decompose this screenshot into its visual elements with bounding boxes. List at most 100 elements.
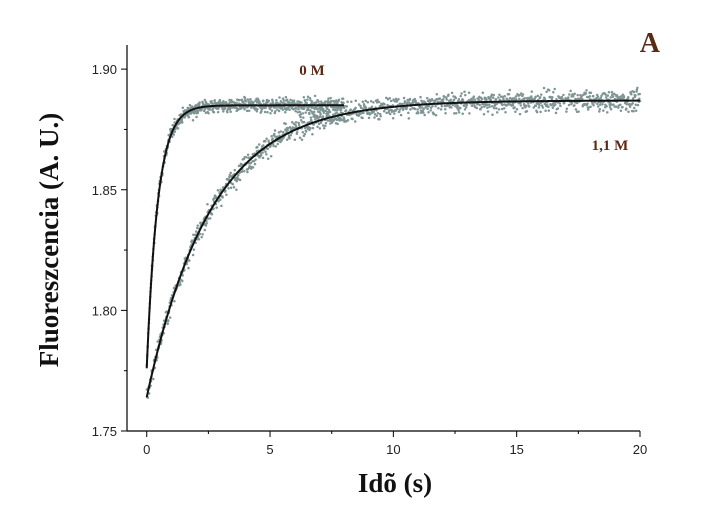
data-point-s1 xyxy=(254,158,257,161)
data-point-s1 xyxy=(453,112,456,115)
data-point-s0 xyxy=(218,98,222,102)
data-point-s1 xyxy=(497,96,500,99)
data-point-s1 xyxy=(609,108,613,111)
data-point-s1 xyxy=(511,102,515,105)
x-tick-label: 10 xyxy=(386,442,400,457)
data-point-s1 xyxy=(378,118,381,121)
data-point-s1 xyxy=(351,117,354,121)
data-point-s0 xyxy=(181,121,184,124)
data-point-s1 xyxy=(192,248,196,251)
data-point-s1 xyxy=(317,122,321,126)
data-point-s1 xyxy=(477,97,480,101)
data-point-s1 xyxy=(547,109,551,112)
data-point-s1 xyxy=(204,224,208,227)
data-point-s1 xyxy=(562,93,565,97)
data-point-s1 xyxy=(502,107,506,110)
data-point-s1 xyxy=(554,111,558,115)
data-point-s1 xyxy=(589,105,592,108)
data-point-s1 xyxy=(376,111,380,115)
data-point-s1 xyxy=(303,126,307,130)
data-point-s1 xyxy=(156,340,159,343)
data-point-s1 xyxy=(282,130,285,134)
data-point-s1 xyxy=(197,238,201,241)
data-point-s1 xyxy=(288,137,291,140)
data-point-s1 xyxy=(311,132,314,136)
data-point-s1 xyxy=(617,106,620,109)
data-point-s1 xyxy=(232,186,236,189)
data-point-s1 xyxy=(489,96,492,100)
data-point-s1 xyxy=(540,104,544,107)
data-point-s1 xyxy=(585,89,588,92)
data-point-s1 xyxy=(361,100,365,104)
data-point-s1 xyxy=(604,93,608,96)
data-point-s1 xyxy=(541,106,545,109)
data-point-s1 xyxy=(319,113,322,116)
data-point-s1 xyxy=(215,206,218,209)
data-point-s1 xyxy=(336,108,339,112)
data-point-s1 xyxy=(214,195,218,199)
data-point-s0 xyxy=(310,100,314,103)
data-point-s0 xyxy=(274,110,277,113)
data-point-s1 xyxy=(407,111,410,115)
data-point-s1 xyxy=(463,108,467,111)
data-point-s1 xyxy=(221,196,224,199)
data-point-s1 xyxy=(505,104,508,107)
data-point-s1 xyxy=(538,95,542,99)
data-point-s0 xyxy=(243,107,246,111)
data-point-s1 xyxy=(293,138,297,141)
data-point-s1 xyxy=(527,102,530,105)
data-point-s1 xyxy=(479,107,482,111)
data-point-s1 xyxy=(513,106,516,109)
data-point-s0 xyxy=(295,107,298,110)
data-point-s1 xyxy=(432,112,436,116)
data-point-s0 xyxy=(281,108,285,111)
data-point-s1 xyxy=(573,104,576,107)
data-point-s1 xyxy=(422,107,425,111)
data-point-s0 xyxy=(308,96,312,100)
data-point-s1 xyxy=(354,99,358,103)
data-point-s0 xyxy=(255,110,259,113)
data-point-s1 xyxy=(461,112,464,116)
data-point-s1 xyxy=(457,108,460,112)
data-point-s0 xyxy=(211,102,215,106)
data-point-s0 xyxy=(216,110,220,114)
data-point-s1 xyxy=(596,105,600,108)
data-point-s1 xyxy=(191,253,195,257)
data-point-s1 xyxy=(333,108,337,112)
data-point-s1 xyxy=(459,106,462,110)
data-point-s1 xyxy=(277,139,280,143)
data-point-s0 xyxy=(294,109,297,113)
data-point-s1 xyxy=(398,110,401,113)
data-point-s1 xyxy=(246,170,249,174)
data-point-s1 xyxy=(339,108,343,111)
data-point-s0 xyxy=(173,121,176,124)
data-point-s1 xyxy=(553,87,556,91)
data-point-s0 xyxy=(324,100,327,103)
data-point-s0 xyxy=(282,99,286,102)
fit-curve-s0 xyxy=(145,104,345,369)
data-point-s1 xyxy=(551,95,554,99)
y-tick-label: 1.80 xyxy=(92,303,117,318)
x-tick-label: 0 xyxy=(143,442,150,457)
data-point-s1 xyxy=(588,95,592,98)
data-point-s1 xyxy=(535,110,539,114)
data-point-s1 xyxy=(346,100,349,103)
data-point-s1 xyxy=(423,113,426,117)
data-point-s1 xyxy=(434,113,438,117)
data-point-s0 xyxy=(266,110,269,114)
data-point-s1 xyxy=(274,145,278,148)
data-point-s1 xyxy=(614,105,618,108)
data-point-s1 xyxy=(447,93,450,97)
data-point-s1 xyxy=(342,118,346,121)
data-point-s1 xyxy=(364,106,368,110)
data-point-s1 xyxy=(266,147,270,150)
data-point-s1 xyxy=(452,98,456,102)
data-point-s1 xyxy=(445,98,448,101)
data-point-s1 xyxy=(463,90,466,94)
data-point-s1 xyxy=(375,114,378,117)
data-point-s1 xyxy=(628,105,632,109)
data-point-s1 xyxy=(407,117,411,120)
data-point-s1 xyxy=(486,106,489,109)
data-point-s0 xyxy=(301,112,305,115)
data-point-s1 xyxy=(336,122,339,126)
